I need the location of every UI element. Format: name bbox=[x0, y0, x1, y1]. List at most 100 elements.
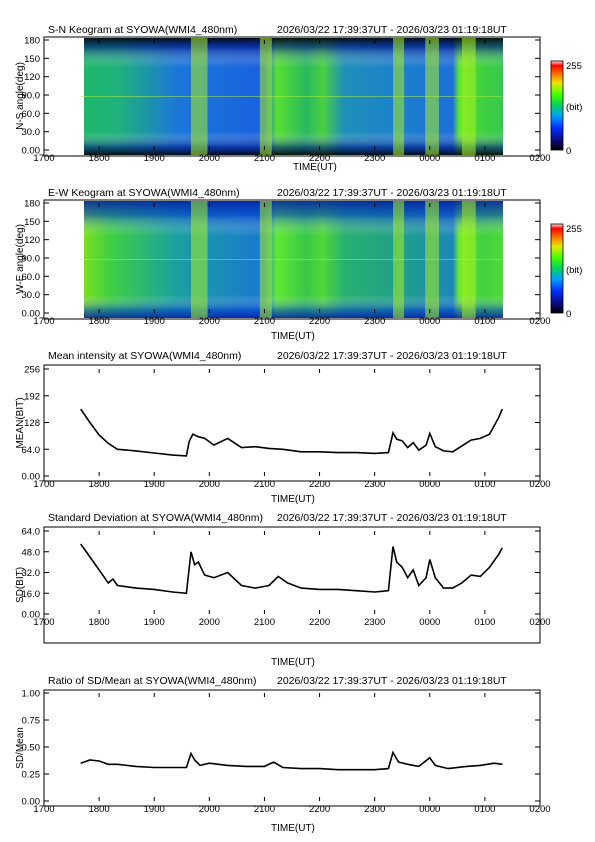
ratio-xtick-label: 0200 bbox=[529, 804, 550, 815]
ew-ytick-label: 0.00 bbox=[22, 309, 41, 320]
ew-ytick-label: 180 bbox=[24, 199, 40, 210]
mean-xtick-label: 2300 bbox=[364, 479, 385, 490]
mean-xtick-label: 2200 bbox=[309, 479, 330, 490]
sd-title: Standard Deviation at SYOWA(WMI4_480nm) bbox=[48, 512, 263, 524]
ew-keogram-image bbox=[80, 201, 503, 318]
sd-axis: 1700 1800 1900 2000 2100 2200 2300 0000 0100 0200… bbox=[22, 527, 551, 629]
ratio-xlabel: TIME(UT) bbox=[271, 823, 315, 834]
ew-ytick-label: 150 bbox=[24, 217, 40, 228]
sd-frame bbox=[43, 526, 541, 644]
sn-axis: 1700 1800 1900 2000 2100 2200 2300 0000 0100 0200… bbox=[22, 36, 551, 165]
sn-ytick-label: 150 bbox=[24, 54, 40, 65]
ratio-series-line bbox=[80, 750, 503, 771]
ratio-xtick-label: 1800 bbox=[89, 804, 110, 815]
sn-xtick-label: 1900 bbox=[144, 153, 165, 164]
sd-ylabel: SD(BIT) bbox=[15, 567, 26, 603]
ew-colorbar-max: 255 bbox=[566, 224, 582, 235]
sn-xtick-label: 2100 bbox=[254, 153, 275, 164]
sd-xtick-label: 2100 bbox=[254, 617, 275, 628]
ew-colorbar-min: 0 bbox=[566, 309, 571, 320]
ew-colorbar-unit: (bit) bbox=[566, 265, 582, 276]
ratio-range: 2026/03/22 17:39:37UT - 2026/03/23 01:19… bbox=[277, 675, 507, 687]
sn-frame bbox=[43, 36, 541, 157]
sn-ytick-label: 0.00 bbox=[22, 146, 41, 157]
sd-xtick-label: 2000 bbox=[199, 617, 220, 628]
mean-xtick-label: 2000 bbox=[199, 479, 220, 490]
ew-xtick-label: 1800 bbox=[89, 316, 110, 327]
sn-ytick-label: 180 bbox=[24, 36, 40, 47]
ratio-panel: Ratio of SD/Mean at SYOWA(WMI4_480nm) 20… bbox=[15, 675, 551, 834]
ew-ytick-label: 30.0 bbox=[22, 290, 41, 301]
ratio-ylabel: SD/Mean bbox=[15, 727, 26, 769]
mean-series-line bbox=[80, 408, 504, 457]
sn-colorbar-unit: (bit) bbox=[566, 102, 582, 113]
mean-ytick-label: 256 bbox=[24, 365, 40, 376]
sn-colorbar-min: 0 bbox=[566, 146, 571, 157]
ew-xtick-label: 1900 bbox=[144, 316, 165, 327]
mean-ytick-label: 192 bbox=[24, 391, 40, 402]
ratio-xtick-label: 1700 bbox=[33, 804, 54, 815]
mean-ylabel: MEAN(BIT) bbox=[15, 397, 26, 448]
ew-ytick-label: 120 bbox=[24, 235, 40, 246]
mean-frame bbox=[43, 364, 541, 482]
sd-panel: Standard Deviation at SYOWA(WMI4_480nm) … bbox=[15, 512, 551, 668]
sd-xtick-label: 2200 bbox=[309, 617, 330, 628]
ratio-xtick-label: 2300 bbox=[364, 804, 385, 815]
mean-panel: Mean intensity at SYOWA(WMI4_480nm) 2026… bbox=[15, 350, 551, 505]
ratio-ytick-label: 1.00 bbox=[22, 689, 41, 700]
mean-xtick-label: 0000 bbox=[419, 479, 440, 490]
sd-xtick-label: 0000 bbox=[419, 617, 440, 628]
sd-xtick-label: 1900 bbox=[144, 617, 165, 628]
mean-xtick-label: 0100 bbox=[474, 479, 495, 490]
ratio-xtick-label: 2000 bbox=[199, 804, 220, 815]
sn-xtick-label: 2200 bbox=[309, 153, 330, 164]
ew-range: 2026/03/22 17:39:37UT - 2026/03/23 01:19… bbox=[277, 187, 507, 199]
ratio-axis: 1700 1800 1900 2000 2100 2200 2300 0000 0100 0200… bbox=[22, 689, 551, 816]
sd-ytick-label: 32.0 bbox=[22, 568, 41, 579]
sd-ytick-label: 16.0 bbox=[22, 589, 41, 600]
ew-xtick-label: 0000 bbox=[419, 316, 440, 327]
ratio-xtick-label: 2100 bbox=[254, 804, 275, 815]
sd-xlabel: TIME(UT) bbox=[271, 657, 315, 668]
ew-xtick-label: 2000 bbox=[199, 316, 220, 327]
sn-xlabel: TIME(UT) bbox=[293, 162, 337, 173]
ratio-xtick-label: 0100 bbox=[474, 804, 495, 815]
sd-ytick-label: 64.0 bbox=[22, 527, 41, 538]
ratio-frame bbox=[43, 689, 541, 807]
sn-colorbar: 255 (bit) 0 bbox=[550, 60, 582, 157]
ratio-xtick-label: 0000 bbox=[419, 804, 440, 815]
ew-xtick-label: 2300 bbox=[364, 316, 385, 327]
ew-xtick-label: 0100 bbox=[474, 316, 495, 327]
ew-xtick-label: 0200 bbox=[529, 316, 550, 327]
sn-ytick-label: 90.0 bbox=[22, 91, 41, 102]
ratio-ytick-label: 0.75 bbox=[22, 716, 41, 727]
sd-range: 2026/03/22 17:39:37UT - 2026/03/23 01:19… bbox=[277, 512, 507, 524]
mean-ytick-label: 0.00 bbox=[22, 472, 41, 483]
sn-xtick-label: 2300 bbox=[364, 153, 385, 164]
sn-colorbar-max: 255 bbox=[566, 61, 582, 72]
sn-xtick-label: 1700 bbox=[33, 153, 54, 164]
mean-xtick-label: 0200 bbox=[529, 479, 550, 490]
mean-xtick-label: 1800 bbox=[89, 479, 110, 490]
sd-xtick-label: 0200 bbox=[529, 617, 550, 628]
ratio-xtick-label: 1900 bbox=[144, 804, 165, 815]
mean-axis: 1700 1800 1900 2000 2100 2200 2300 0000 0100 0200… bbox=[22, 365, 551, 491]
sn-xtick-label: 1800 bbox=[89, 153, 110, 164]
sd-xtick-label: 2300 bbox=[364, 617, 385, 628]
ew-ytick-label: 60.0 bbox=[22, 272, 41, 283]
ew-title: E-W Keogram at SYOWA(WMI4_480nm) bbox=[48, 187, 240, 199]
ew-xtick-label: 2100 bbox=[254, 316, 275, 327]
mean-xtick-label: 1700 bbox=[33, 479, 54, 490]
mean-ytick-label: 128 bbox=[24, 418, 40, 429]
ratio-xtick-label: 2200 bbox=[309, 804, 330, 815]
sn-keogram-panel: S-N Keogram at SYOWA(WMI4_480nm) 2026/03… bbox=[15, 24, 582, 173]
mean-ytick-label: 64.0 bbox=[22, 445, 41, 456]
sd-xtick-label: 1800 bbox=[89, 617, 110, 628]
ew-xlabel: TIME(UT) bbox=[271, 331, 315, 342]
ew-colorbar: 255 (bit) 0 bbox=[550, 223, 582, 320]
sn-ytick-label: 60.0 bbox=[22, 109, 41, 120]
sd-xtick-label: 1700 bbox=[33, 617, 54, 628]
ew-ylabel: W-E angle(deg) bbox=[15, 224, 26, 294]
ew-frame bbox=[43, 199, 541, 320]
